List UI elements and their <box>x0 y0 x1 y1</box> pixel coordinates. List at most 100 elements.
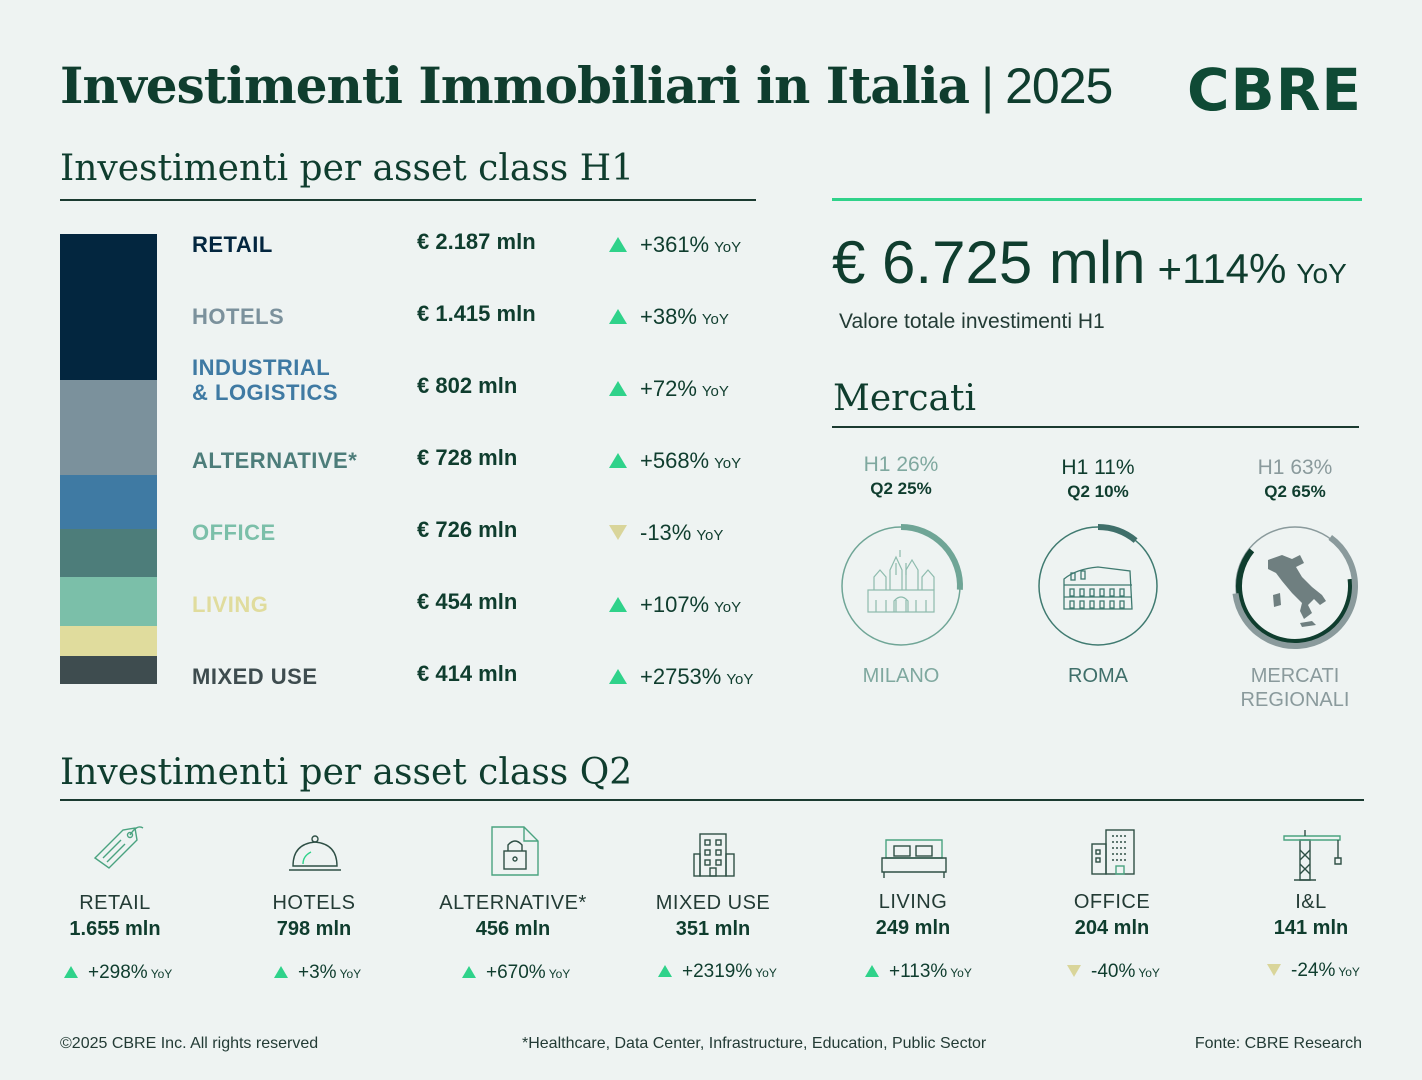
market-regionali-name-line2: REGIONALI <box>1240 689 1350 711</box>
q2-item-mixed-use: MIXED USE 351 mln <box>618 892 808 941</box>
row-value: € 802 mln <box>417 373 518 398</box>
yoy-suffix: YoY <box>714 239 742 256</box>
row-label-line: & LOGISTICS <box>192 380 339 405</box>
footer-source: Fonte: CBRE Research <box>1194 1035 1362 1052</box>
market-roma-header: H1 11% Q2 10% <box>1013 456 1183 502</box>
q2-yoy-value: +3% <box>298 962 337 983</box>
q2-item-value: 798 mln <box>276 918 352 940</box>
bar-segment-living <box>60 625 157 657</box>
market-ring-roma <box>1038 524 1158 646</box>
yoy-suffix: YoY <box>755 966 777 980</box>
yoy-suffix: YoY <box>714 455 742 472</box>
yoy-suffix: YoY <box>696 527 724 544</box>
row-yoy: +38% YoY <box>640 304 729 330</box>
markets-title: Mercati <box>833 378 976 419</box>
row-value: € 454 mln <box>417 589 518 614</box>
page-year: 2025 <box>1005 58 1113 114</box>
q2-yoy-alternative: +670% YoY <box>462 962 570 984</box>
bar-segment-retail <box>60 234 157 381</box>
row-yoy: +2753% YoY <box>640 664 753 690</box>
q2-item-alternative: ALTERNATIVE* 456 mln <box>418 892 608 941</box>
q2-yoy-mixed-use: +2319% YoY <box>658 961 777 983</box>
q2-yoy-retail: +298% YoY <box>64 962 172 984</box>
row-value: € 726 mln <box>417 517 518 542</box>
q2-item-value: 351 mln <box>675 918 751 940</box>
q2-item-office: OFFICE 204 mln <box>1017 891 1207 940</box>
h1-section-title: Investimenti per asset class H1 <box>60 148 635 189</box>
row-value: € 2.187 mln <box>417 229 536 254</box>
markets-rule <box>832 426 1359 428</box>
market-q2-share: Q2 25% <box>870 479 932 498</box>
row-label: MIXED USE <box>192 664 318 689</box>
page-title-text: Investimenti Immobiliari in Italia <box>60 56 970 115</box>
price-tag-icon <box>93 826 144 869</box>
row-label-line: RETAIL <box>192 232 273 257</box>
trend-up-icon <box>658 965 672 977</box>
yoy-suffix: YoY <box>714 599 742 616</box>
q2-item-value: 456 mln <box>475 918 551 940</box>
market-q2-share: Q2 10% <box>1067 482 1129 501</box>
yoy-suffix: YoY <box>950 966 972 980</box>
building-icon <box>693 833 735 877</box>
yoy-suffix: YoY <box>150 967 173 981</box>
market-regionali-name-line1: MERCATI <box>1250 665 1340 687</box>
q2-item-name: ALTERNATIVE* <box>439 892 587 914</box>
row-label-line: HOTELS <box>192 304 285 329</box>
trend-up-icon <box>609 453 627 468</box>
q2-item-retail: RETAIL 1.655 mln <box>20 892 210 941</box>
page-title: Investimenti Immobiliari in Italia | 2025 <box>60 56 1113 115</box>
bed-icon <box>881 839 947 878</box>
trend-up-icon <box>462 966 476 978</box>
market-ring-regionali <box>1232 526 1358 649</box>
q2-item-name: OFFICE <box>1073 891 1151 913</box>
secure-document-icon <box>491 826 539 876</box>
row-label: RETAIL <box>192 232 273 257</box>
crane-icon <box>1283 830 1342 881</box>
bar-segment-industrial-logistics <box>60 474 157 530</box>
row-label-line: LIVING <box>192 592 269 617</box>
q2-yoy-value: +670% <box>486 962 546 983</box>
row-yoy-value: +107% <box>640 592 710 617</box>
q2-section-rule <box>60 799 1364 801</box>
trend-up-icon <box>609 381 627 396</box>
title-separator: | <box>981 58 994 114</box>
q2-item-name: HOTELS <box>272 892 356 914</box>
market-h1-share: H1 26% <box>863 453 939 476</box>
trend-up-icon <box>609 237 627 252</box>
market-milano-header: H1 26% Q2 25% <box>816 453 986 499</box>
trend-down-icon <box>609 525 627 540</box>
trend-down-icon <box>1067 965 1081 977</box>
q2-yoy-living: +113% YoY <box>865 961 972 983</box>
total-accent-line <box>832 198 1362 201</box>
q2-item-name: RETAIL <box>79 892 151 914</box>
duomo-icon <box>867 550 935 613</box>
market-regionali-header: H1 63% Q2 65% <box>1210 456 1380 502</box>
trend-up-icon <box>609 669 627 684</box>
q2-item-name: LIVING <box>878 891 948 913</box>
q2-item-living: LIVING 249 mln <box>818 891 1008 940</box>
q2-yoy-office: -40% YoY <box>1067 961 1160 983</box>
row-yoy: +568% YoY <box>640 448 741 474</box>
row-value: € 414 mln <box>417 661 518 686</box>
total-yoy: +114% <box>1157 245 1287 292</box>
italy-map-icon <box>1268 555 1326 627</box>
market-h1-share: H1 63% <box>1257 456 1333 479</box>
row-label-line: INDUSTRIAL <box>192 355 331 380</box>
row-label-line: ALTERNATIVE* <box>192 448 358 473</box>
trend-up-icon <box>865 965 879 977</box>
q2-yoy-il: -24% YoY <box>1267 960 1360 982</box>
q2-item-value: 141 mln <box>1273 917 1349 939</box>
yoy-suffix: YoY <box>701 311 729 328</box>
yoy-suffix: YoY <box>1138 966 1160 980</box>
row-yoy: -13% YoY <box>640 520 723 546</box>
trend-up-icon <box>64 966 78 978</box>
trend-up-icon <box>609 597 627 612</box>
row-yoy-value: +2753% <box>640 664 722 689</box>
row-label: ALTERNATIVE* <box>192 448 357 473</box>
bar-segment-hotels <box>60 380 157 476</box>
bar-segment-alternative <box>60 528 157 578</box>
q2-yoy-value: +113% <box>889 961 948 982</box>
cbre-logo: CBRE <box>1186 56 1362 124</box>
row-value: € 1.415 mln <box>417 301 536 326</box>
trend-up-icon <box>274 966 288 978</box>
